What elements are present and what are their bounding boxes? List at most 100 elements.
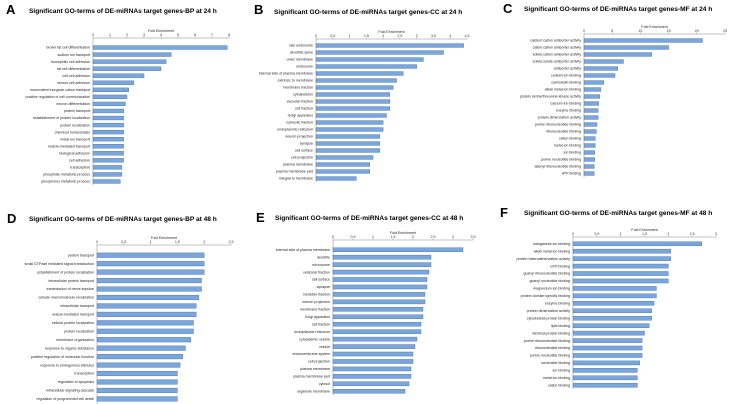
category-label: purine ribonucleotide binding xyxy=(535,123,581,127)
category-label: metal ion binding xyxy=(554,144,581,148)
bar xyxy=(572,308,652,314)
category-label: sodium ion binding xyxy=(551,74,581,78)
category-label: protein serine/threonine kinase activity xyxy=(520,95,581,99)
category-label: GTP binding xyxy=(550,264,570,268)
bar xyxy=(583,143,596,148)
tick-label: 2 xyxy=(667,232,669,236)
tick-label: 3 xyxy=(715,232,717,236)
category-label: regulation of programmed cell death xyxy=(36,397,94,401)
bar xyxy=(583,52,652,57)
category-label: identical protein binding xyxy=(532,331,570,335)
category-label: cytosolic fraction xyxy=(286,121,313,125)
category-label: antiporter activity xyxy=(554,67,581,71)
tick-label: 1.5 xyxy=(364,34,369,38)
tick-label: 1.5 xyxy=(175,240,180,244)
category-label: cation binding xyxy=(559,137,581,141)
bar xyxy=(315,134,380,139)
tick-label: 10 xyxy=(638,29,642,33)
bar xyxy=(572,353,643,358)
tick-label: 0 xyxy=(92,33,94,37)
category-label: lipid binding xyxy=(551,324,570,328)
bar xyxy=(332,277,428,282)
bar xyxy=(92,73,145,78)
bar xyxy=(572,248,671,254)
category-label: neuron cell adhesion xyxy=(57,81,90,85)
category-label: brown fat cell differentiation xyxy=(46,46,90,50)
category-label: fat cell differentiation xyxy=(57,67,90,71)
bar xyxy=(332,254,432,260)
panel-title-d: Significant GO-terms of DE-miRNAs target… xyxy=(29,216,217,223)
tick-label: 8 xyxy=(228,33,230,37)
category-label: protein dimerization activity xyxy=(538,116,582,120)
category-label: Golgi apparatus xyxy=(305,315,331,319)
bar xyxy=(96,345,186,351)
category-label: metal ion transport xyxy=(60,137,90,141)
category-label: magnesium ion binding xyxy=(533,287,570,291)
category-label: endoplasmic reticulum xyxy=(294,330,330,334)
bar xyxy=(332,247,464,252)
category-label: establishment of protein localization xyxy=(37,270,94,274)
category-label: regulation of apoptosis xyxy=(58,380,94,384)
bar xyxy=(92,115,124,121)
bar xyxy=(92,144,124,149)
bar xyxy=(96,379,178,385)
category-label: ion binding xyxy=(553,369,570,373)
category-label: cytoskeleton xyxy=(293,93,313,97)
panel-letter-d: D xyxy=(7,211,17,226)
category-label: dendritic spine xyxy=(290,51,313,55)
bar xyxy=(96,252,205,258)
category-label: solute:cation antiporter activity xyxy=(533,53,582,57)
category-label: endoplasmic reticulum xyxy=(277,128,313,132)
bar xyxy=(92,179,121,184)
category-label: small GTPase mediated signal transductio… xyxy=(25,262,94,266)
axis-title: Fold Enrichment xyxy=(641,25,667,29)
bar xyxy=(92,165,123,170)
category-label: purine ribonucleotide binding xyxy=(524,339,570,343)
bar xyxy=(315,176,357,181)
tick-label: 0 xyxy=(572,232,574,236)
category-label: outer membrane xyxy=(287,58,313,62)
category-label: guanyl nucleotide binding xyxy=(529,279,570,283)
bar xyxy=(315,50,444,55)
tick-label: 15 xyxy=(667,29,671,33)
bar xyxy=(315,127,384,132)
bar xyxy=(92,52,172,57)
bar xyxy=(583,73,616,78)
bar xyxy=(583,87,602,92)
tick-label: 0 xyxy=(315,34,317,38)
bar xyxy=(96,294,200,300)
category-label: vesicle-mediated transport xyxy=(48,144,90,148)
category-label: intracellular signaling cascade xyxy=(46,389,94,393)
bar xyxy=(92,129,124,135)
bar xyxy=(96,311,197,317)
panel-letter-b: B xyxy=(254,2,264,17)
bar xyxy=(332,381,410,387)
category-label: cell surface xyxy=(295,149,313,153)
bar xyxy=(332,299,426,305)
bar xyxy=(332,321,422,327)
bar xyxy=(583,94,600,99)
panel-title-e: Significant GO-terms of DE-miRNAs target… xyxy=(275,215,464,222)
bar xyxy=(315,141,380,146)
bar xyxy=(572,383,638,388)
panel-title-f: Significant GO-terms of DE-miRNAs target… xyxy=(524,210,713,217)
bar xyxy=(96,362,181,368)
category-label: cytoplasmic vesicle xyxy=(299,337,330,341)
panel-letter-a: A xyxy=(6,2,16,17)
category-label: vesicle xyxy=(319,345,330,349)
category-label: endomembrane system xyxy=(292,352,330,356)
axis-title: Fold Enrichment xyxy=(148,29,174,33)
bar xyxy=(332,262,432,267)
category-label: cytoskeletal protein binding xyxy=(527,316,570,320)
tick-label: 3.5 xyxy=(431,34,436,38)
tick-label: 4.5 xyxy=(465,34,470,38)
category-label: chemical homeostasis xyxy=(55,130,91,134)
tick-label: 0 xyxy=(332,235,334,239)
tick-label: 2.5 xyxy=(431,235,436,239)
category-label: ion binding xyxy=(564,151,581,155)
category-label: positive regulation of cell communicatio… xyxy=(25,95,90,99)
panel-letter-c: C xyxy=(503,1,513,16)
bar xyxy=(332,314,424,320)
category-label: synapse xyxy=(317,285,330,289)
